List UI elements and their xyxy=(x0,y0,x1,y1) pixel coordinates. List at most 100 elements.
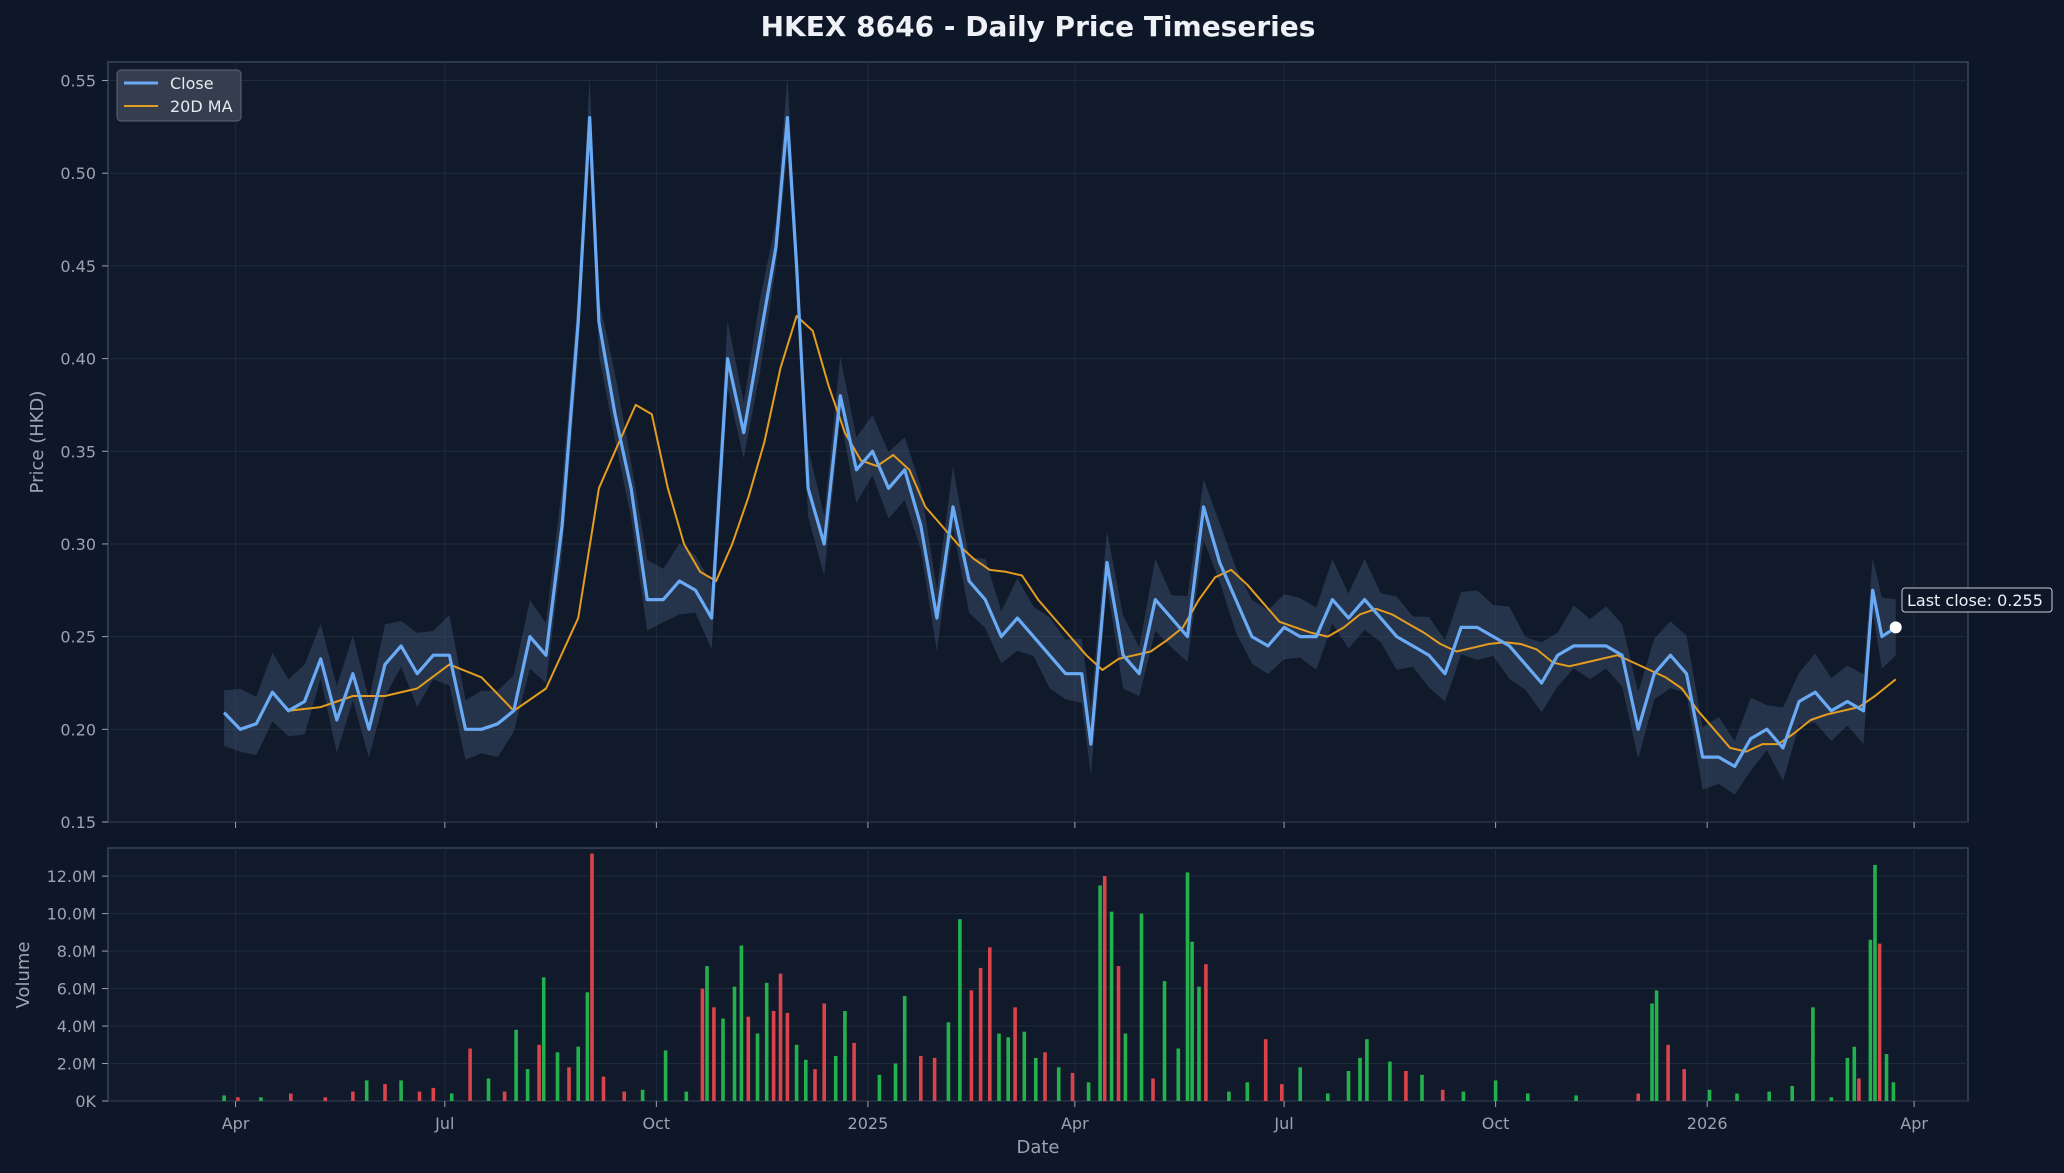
volume-bar-92 xyxy=(1440,1089,1445,1101)
volume-bar-37 xyxy=(764,982,769,1101)
volume-bar-55 xyxy=(969,990,974,1101)
volume-bar-12 xyxy=(468,1048,472,1101)
volume-bar-10 xyxy=(431,1087,436,1101)
last-close-label: Last close: 0.255 xyxy=(1907,591,2043,610)
volume-bar-11 xyxy=(449,1093,454,1101)
volume-bar-3 xyxy=(289,1093,293,1101)
volume-bar-20 xyxy=(567,1067,571,1101)
volume-bar-84 xyxy=(1298,1067,1302,1101)
volume-bar-50 xyxy=(902,996,907,1101)
price-tick-label-0: 0.15 xyxy=(60,813,96,832)
volume-bar-47 xyxy=(852,1042,856,1101)
volume-bar-67 xyxy=(1098,885,1102,1101)
price-tick-label-8: 0.55 xyxy=(60,72,96,91)
volume-bar-33 xyxy=(732,986,737,1101)
volume-bar-31 xyxy=(712,1007,716,1101)
volume-bar-4 xyxy=(323,1097,328,1101)
volume-bar-35 xyxy=(746,1016,751,1101)
volume-bar-58 xyxy=(997,1033,1001,1101)
x-axis-label: Date xyxy=(1016,1137,1059,1158)
volume-tick-label-4: 8.0M xyxy=(57,942,96,961)
volume-bar-14 xyxy=(502,1091,507,1101)
volume-bar-99 xyxy=(1654,990,1659,1101)
volume-bar-105 xyxy=(1790,1086,1794,1101)
volume-bar-97 xyxy=(1636,1093,1640,1101)
price-panel: 0.15 0.20 0.25 0.30 0.35 0.40 0.45 0.50 0.55 Las… xyxy=(27,61,2053,832)
volume-bar-23 xyxy=(590,853,594,1101)
volume-bar-78 xyxy=(1197,986,1201,1101)
price-tick-label-3: 0.30 xyxy=(60,535,96,554)
last-close-label-box xyxy=(1901,587,2053,613)
volume-bar-93 xyxy=(1461,1091,1466,1101)
volume-bar-43 xyxy=(813,1069,817,1101)
volume-bar-8 xyxy=(399,1080,403,1101)
volume-bar-59 xyxy=(1006,1037,1010,1101)
last-close-annotation: Last close: 0.255 xyxy=(1889,587,2053,634)
x-tick-label-3: 2025 xyxy=(848,1114,889,1133)
volume-bar-86 xyxy=(1346,1071,1351,1101)
x-tick-label-4: Apr xyxy=(1061,1114,1089,1133)
volume-bar-65 xyxy=(1070,1072,1075,1101)
volume-bar-19 xyxy=(555,1052,560,1101)
volume-tick-label-2: 4.0M xyxy=(57,1017,96,1036)
volume-bar-102 xyxy=(1707,1089,1712,1101)
price-y-axis-label: Price (HKD) xyxy=(27,391,48,494)
volume-bar-69 xyxy=(1109,911,1114,1101)
volume-bar-81 xyxy=(1245,1082,1250,1101)
chart-title: HKEX 8646 - Daily Price Timeseries xyxy=(761,10,1316,43)
volume-bar-104 xyxy=(1767,1091,1771,1101)
volume-bar-73 xyxy=(1151,1078,1155,1101)
volume-bar-74 xyxy=(1162,981,1167,1101)
volume-bar-9 xyxy=(417,1091,422,1101)
volume-tick-label-5: 10.0M xyxy=(47,905,96,924)
volume-bar-75 xyxy=(1176,1048,1181,1101)
volume-bar-70 xyxy=(1116,966,1121,1101)
volume-bar-26 xyxy=(640,1089,645,1101)
close-range-band-area xyxy=(224,76,1896,795)
volume-bar-111 xyxy=(1868,939,1873,1101)
volume-bar-40 xyxy=(785,1012,790,1101)
close-line xyxy=(222,115,1897,769)
volume-bar-16 xyxy=(525,1069,530,1101)
legend-close-label: Close xyxy=(170,74,214,93)
volume-bar-0 xyxy=(222,1095,226,1101)
volume-bar-27 xyxy=(663,1050,668,1101)
volume-tick-label-6: 12.0M xyxy=(47,867,96,886)
volume-bar-114 xyxy=(1884,1054,1889,1101)
volume-bar-82 xyxy=(1263,1039,1268,1101)
volume-bar-68 xyxy=(1102,876,1107,1101)
volume-bar-98 xyxy=(1650,1003,1654,1101)
volume-y-axis-label: Volume xyxy=(13,942,34,1009)
volume-bar-91 xyxy=(1420,1074,1424,1101)
volume-bar-77 xyxy=(1190,941,1194,1101)
x-axis-ticks: Apr Jul Oct 2025 Apr Jul Oct 2026 Apr xyxy=(222,822,1928,1133)
legend-ma-label: 20D MA xyxy=(170,97,233,116)
ma20-line xyxy=(288,315,1897,753)
volume-bar-17 xyxy=(537,1044,541,1101)
legend[interactable]: Close 20D MA xyxy=(116,69,242,122)
volume-bar-71 xyxy=(1123,1033,1128,1101)
volume-bar-15 xyxy=(514,1029,518,1101)
volume-bar-41 xyxy=(794,1044,799,1101)
volume-bar-54 xyxy=(958,919,962,1101)
volume-bar-44 xyxy=(822,1003,826,1101)
price-tick-label-4: 0.35 xyxy=(60,442,96,461)
volume-bar-85 xyxy=(1326,1093,1330,1101)
volume-bar-45 xyxy=(833,1056,838,1101)
volume-bar-13 xyxy=(486,1078,491,1101)
volume-bar-36 xyxy=(755,1033,760,1101)
x-tick-label-5: Jul xyxy=(1273,1114,1293,1133)
volume-bar-107 xyxy=(1829,1097,1834,1101)
price-tick-label-1: 0.20 xyxy=(60,720,96,739)
volume-bars xyxy=(222,853,1896,1101)
volume-bar-38 xyxy=(771,1011,776,1101)
price-grid xyxy=(108,62,1968,823)
price-y-ticks: 0.15 0.20 0.25 0.30 0.35 0.40 0.45 0.50 0.55 xyxy=(60,72,108,832)
volume-bar-108 xyxy=(1845,1057,1850,1101)
volume-bar-18 xyxy=(541,977,546,1101)
volume-bar-29 xyxy=(700,988,705,1101)
x-tick-label-1: Jul xyxy=(434,1114,454,1133)
volume-bar-113 xyxy=(1877,943,1882,1101)
volume-bar-94 xyxy=(1493,1080,1498,1101)
volume-bar-109 xyxy=(1852,1046,1857,1101)
